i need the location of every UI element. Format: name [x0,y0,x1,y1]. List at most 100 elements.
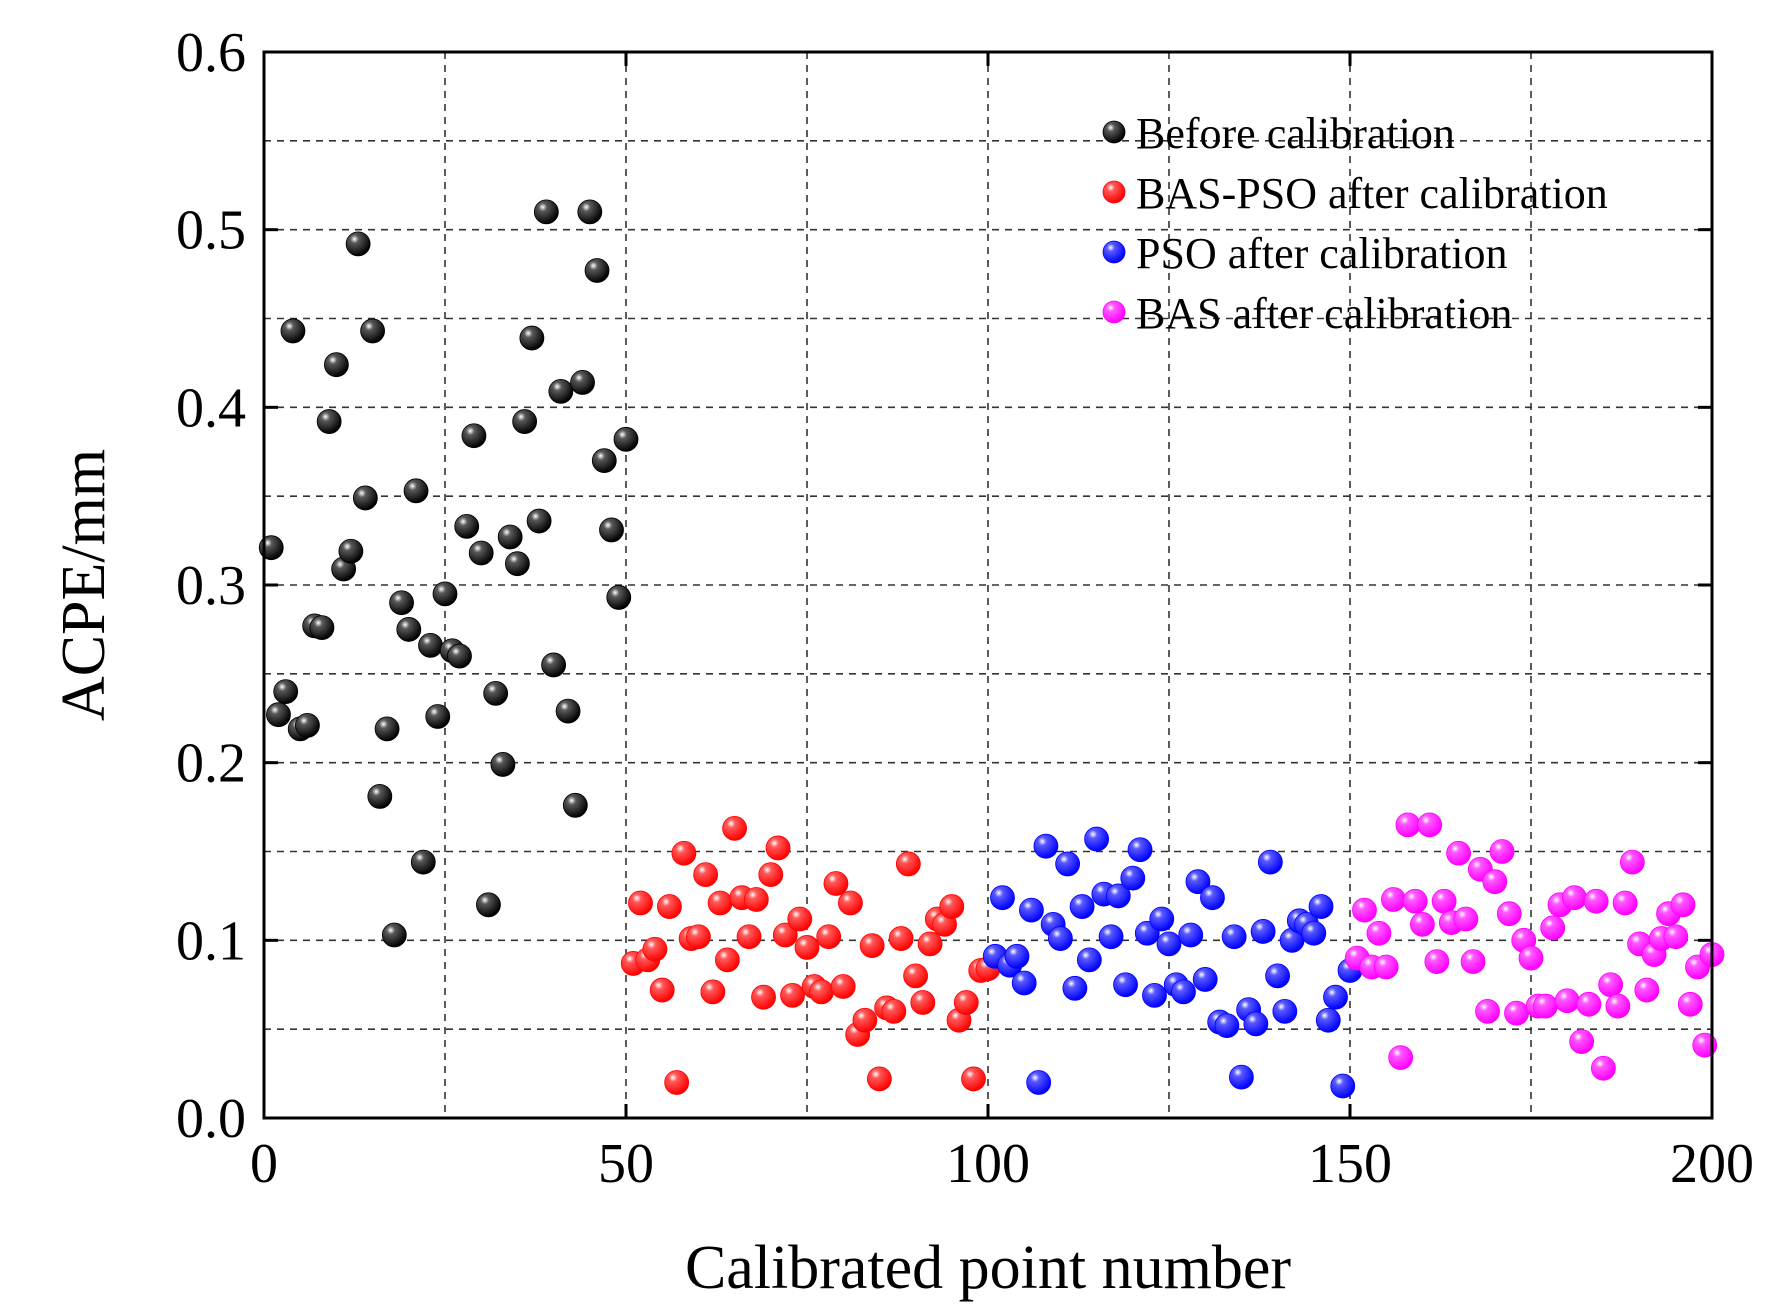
data-point [1026,1070,1052,1095]
data-point [476,892,501,918]
data-point [765,835,791,861]
data-point [823,871,849,896]
legend-label: BAS after calibration [1136,289,1512,338]
data-point [1257,849,1283,875]
data-point [743,887,769,912]
data-point [548,378,574,404]
data-point [1185,869,1211,895]
legend-marker [1102,300,1126,324]
data-points [258,199,1725,1099]
data-point [686,924,711,950]
data-point [468,540,494,566]
data-point [1315,1007,1341,1033]
data-point [1670,892,1696,918]
data-point [1105,883,1131,909]
data-point [570,370,595,395]
data-point [1265,963,1290,989]
data-point [1229,1064,1254,1090]
data-point [1504,1000,1529,1026]
data-point [903,963,928,989]
data-point [787,906,813,932]
data-point [599,517,624,543]
data-point [1598,972,1624,998]
x-tick-label: 150 [1308,1133,1392,1195]
axis-ticks: 0 50 100 150 200 0.0 0.1 0.2 0.3 0.4 0.5 0.6 [176,22,1754,1195]
data-point [447,643,472,669]
data-point [1591,1055,1616,1081]
data-point [1243,1011,1269,1037]
legend-marker [1102,180,1126,204]
data-point [396,617,422,642]
data-point [1482,869,1508,895]
data-point [1062,975,1088,1001]
data-point [1402,888,1428,914]
data-point [1460,949,1486,975]
data-point [454,513,480,539]
legend-label: Before calibration [1136,109,1455,158]
data-point [1431,888,1457,914]
y-tick-label: 0.3 [176,555,246,617]
data-point [1250,919,1276,944]
data-point [1634,977,1660,1003]
data-point [1308,894,1334,919]
data-point [910,990,936,1015]
data-point [1410,911,1435,937]
data-point [1569,1029,1595,1055]
data-point [830,974,856,999]
data-point [1540,915,1566,941]
data-point [664,1070,690,1095]
y-tick-label: 0.6 [176,22,246,84]
data-point [432,581,458,607]
x-tick-label: 50 [598,1133,654,1195]
data-point [374,716,400,742]
data-point [497,524,523,550]
data-point [1330,1073,1356,1099]
legend-marker [1102,120,1126,144]
data-point [838,890,863,916]
data-point [381,922,407,948]
data-point [316,409,342,434]
data-point [1033,833,1059,859]
data-point [758,862,784,887]
data-point [852,1007,878,1033]
data-point [1200,885,1225,911]
data-point [707,890,733,916]
data-point [881,999,907,1024]
data-point [816,924,842,950]
data-point [917,931,943,957]
data-point [1069,894,1095,919]
data-point [895,851,921,877]
y-axis-title: ACPE/mm [50,449,118,721]
data-point [526,508,552,534]
legend-marker [1102,240,1126,264]
data-point [693,862,719,887]
data-point [939,894,965,919]
data-point [584,258,610,283]
data-point [1417,812,1443,838]
data-point [1076,947,1102,973]
data-point [867,1066,892,1092]
data-point [360,318,386,344]
data-point [1019,897,1044,923]
data-point [1446,840,1471,866]
data-point [1352,897,1377,923]
data-point [1323,984,1348,1010]
data-point [859,933,885,959]
data-point [1562,885,1587,911]
data-point [794,935,820,960]
data-point [1381,887,1406,912]
data-point [1453,906,1479,932]
data-point [490,752,516,777]
data-point [1475,999,1500,1024]
data-point [295,712,320,738]
data-point [1366,920,1392,946]
data-point [323,352,349,378]
data-point [367,784,393,809]
data-point [1388,1045,1414,1070]
data-point [1055,851,1081,877]
data-point [1301,920,1327,946]
data-point [1004,943,1030,969]
data-point [700,979,726,1005]
